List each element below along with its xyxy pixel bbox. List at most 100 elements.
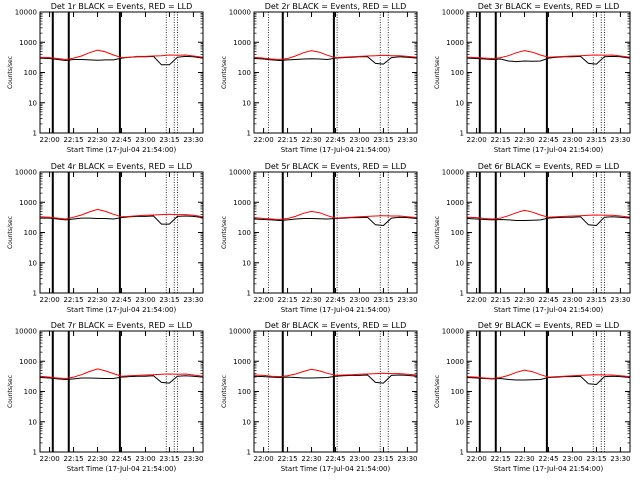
y-axis-label: Counts/sec: [7, 216, 14, 249]
x-tick-label: 22:15: [277, 455, 297, 463]
x-axis-label: Start Time (17-Jul-04 21:54:00): [281, 465, 391, 473]
y-tick-label: 10: [242, 259, 251, 267]
y-axis-label: Counts/sec: [434, 56, 441, 89]
x-tick-label: 22:30: [301, 296, 321, 304]
x-tick-label: 22:30: [301, 455, 321, 463]
x-axis-label: Start Time (17-Jul-04 21:54:00): [67, 465, 177, 473]
x-tick-label: 22:00: [253, 296, 273, 304]
plot-frame: [466, 171, 631, 294]
series-line-lld: [39, 208, 204, 220]
x-axis-label: Start Time (17-Jul-04 21:54:00): [494, 146, 604, 154]
x-tick-label: 23:00: [349, 296, 369, 304]
series-line-lld: [39, 368, 204, 380]
plot-panel-5: Det 5r BLACK = Events, RED = LLD Counts/s…: [221, 162, 418, 314]
y-tick-label: 1: [247, 449, 251, 457]
plot-frame: [39, 330, 204, 453]
y-axis-label: Counts/sec: [221, 375, 228, 408]
x-tick-label: 22:45: [538, 136, 558, 144]
x-tick-label: 23:15: [373, 455, 393, 463]
plot-panel-7: Det 7r BLACK = Events, RED = LLD Counts/s…: [7, 321, 204, 473]
y-tick-label: 1000: [19, 199, 37, 207]
plot-frame: [39, 11, 204, 134]
x-tick-label: 22:00: [39, 136, 59, 144]
y-tick-label: 10: [455, 99, 464, 107]
x-tick-label: 23:30: [183, 455, 203, 463]
plot-frame: [39, 171, 204, 294]
y-tick-label: 1000: [19, 39, 37, 47]
y-tick-label: 100: [24, 388, 37, 396]
x-axis-label: Start Time (17-Jul-04 21:54:00): [281, 306, 391, 314]
y-tick-label: 1: [33, 290, 37, 298]
y-tick-label: 10: [242, 99, 251, 107]
x-tick-label: 22:15: [63, 136, 83, 144]
x-axis-label: Start Time (17-Jul-04 21:54:00): [494, 306, 604, 314]
x-tick-label: 23:30: [183, 296, 203, 304]
x-tick-label: 23:30: [610, 455, 630, 463]
series-line-events: [39, 375, 204, 384]
plot-frame: [253, 330, 418, 453]
plot-panel-2: Det 2r BLACK = Events, RED = LLD Counts/s…: [221, 2, 418, 154]
series-line-lld: [466, 209, 631, 220]
y-axis-label: Counts/sec: [221, 56, 228, 89]
y-tick-label: 10000: [15, 328, 37, 336]
plot-frame: [253, 11, 418, 134]
y-tick-label: 1: [247, 130, 251, 138]
y-tick-label: 1000: [446, 39, 464, 47]
y-tick-label: 10: [242, 418, 251, 426]
x-tick-label: 22:00: [253, 455, 273, 463]
y-tick-label: 10: [455, 259, 464, 267]
plot-frame: [466, 11, 631, 134]
y-tick-label: 1: [33, 130, 37, 138]
x-tick-label: 22:00: [466, 296, 486, 304]
series-line-events: [253, 374, 418, 384]
y-tick-label: 1000: [233, 358, 251, 366]
plot-frame: [253, 171, 418, 294]
series-line-lld: [466, 50, 631, 60]
x-tick-label: 23:15: [159, 296, 179, 304]
x-tick-label: 23:30: [610, 136, 630, 144]
y-tick-label: 1: [33, 449, 37, 457]
y-axis-label: Counts/sec: [7, 375, 14, 408]
x-tick-label: 22:45: [111, 455, 131, 463]
y-axis-label: Counts/sec: [221, 216, 228, 249]
y-tick-label: 1000: [446, 199, 464, 207]
x-tick-label: 23:15: [159, 136, 179, 144]
x-tick-label: 23:15: [586, 136, 606, 144]
x-tick-label: 22:00: [466, 136, 486, 144]
y-tick-label: 1000: [19, 358, 37, 366]
x-tick-label: 22:30: [301, 136, 321, 144]
x-tick-label: 22:45: [111, 136, 131, 144]
y-axis-label: Counts/sec: [434, 216, 441, 249]
x-tick-label: 22:00: [39, 296, 59, 304]
panel-title: Det 9r BLACK = Events, RED = LLD: [478, 321, 620, 330]
y-tick-label: 10000: [442, 328, 464, 336]
panel-title: Det 6r BLACK = Events, RED = LLD: [478, 162, 620, 171]
x-tick-label: 22:45: [538, 455, 558, 463]
x-tick-label: 23:00: [349, 136, 369, 144]
x-tick-label: 22:45: [325, 455, 345, 463]
y-tick-label: 1: [460, 130, 464, 138]
series-line-events: [466, 55, 631, 65]
y-tick-label: 1: [460, 449, 464, 457]
plot-panel-1: Det 1r BLACK = Events, RED = LLD Counts/s…: [7, 2, 204, 154]
x-tick-label: 23:00: [135, 296, 155, 304]
y-tick-label: 10000: [15, 9, 37, 17]
x-tick-label: 22:30: [87, 296, 107, 304]
y-tick-label: 100: [238, 69, 251, 77]
x-tick-label: 23:30: [183, 136, 203, 144]
panel-title: Det 3r BLACK = Events, RED = LLD: [478, 2, 620, 11]
x-axis-label: Start Time (17-Jul-04 21:54:00): [281, 146, 391, 154]
x-tick-label: 22:15: [490, 136, 510, 144]
x-tick-label: 23:00: [562, 455, 582, 463]
x-tick-label: 23:30: [610, 296, 630, 304]
plot-panel-8: Det 8r BLACK = Events, RED = LLD Counts/s…: [221, 321, 418, 473]
y-tick-label: 1: [460, 290, 464, 298]
x-axis-label: Start Time (17-Jul-04 21:54:00): [67, 306, 177, 314]
x-tick-label: 22:45: [538, 296, 558, 304]
series-line-lld: [39, 49, 204, 61]
y-axis-label: Counts/sec: [434, 375, 441, 408]
x-axis-label: Start Time (17-Jul-04 21:54:00): [67, 146, 177, 154]
x-tick-label: 22:30: [87, 136, 107, 144]
panel-title: Det 7r BLACK = Events, RED = LLD: [51, 321, 193, 330]
